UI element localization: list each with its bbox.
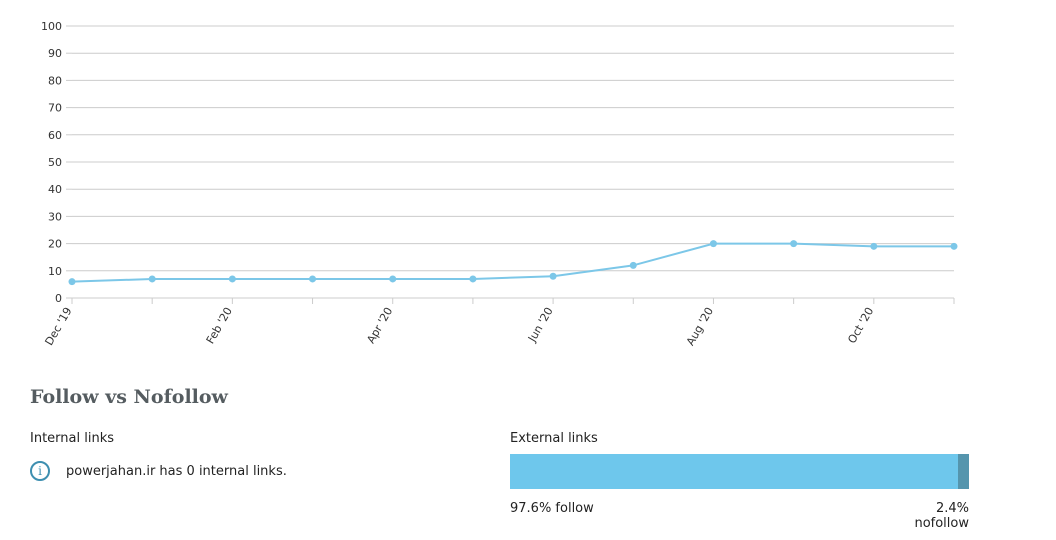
follow-bar-segment: [510, 454, 958, 489]
internal-links-message: powerjahan.ir has 0 internal links.: [66, 463, 287, 479]
data-point: [950, 242, 958, 250]
data-point: [389, 275, 397, 283]
section-title: Follow vs Nofollow: [30, 386, 228, 408]
x-tick-label: Apr '20: [364, 305, 395, 346]
internal-links-label: Internal links: [30, 431, 114, 446]
x-tick-label: Jun '20: [525, 305, 556, 345]
data-point: [228, 275, 236, 283]
x-tick-label: Dec '19: [42, 305, 74, 348]
data-point: [549, 272, 557, 280]
series-line: [71, 242, 954, 283]
y-tick-label: 80: [48, 74, 62, 87]
y-tick-label: 10: [48, 265, 62, 278]
external-links-label: External links: [510, 431, 598, 446]
y-tick-label: 20: [48, 238, 62, 251]
y-tick-label: 90: [48, 47, 62, 60]
data-point: [870, 242, 878, 250]
y-tick-label: 50: [48, 156, 62, 169]
y-tick-label: 60: [48, 129, 62, 142]
y-tick-label: 0: [55, 292, 62, 305]
nofollow-percentage: 2.4% nofollow: [914, 501, 969, 531]
y-tick-label: 30: [48, 210, 62, 223]
x-tick-label: Oct '20: [845, 305, 876, 346]
y-tick-label: 70: [48, 102, 62, 115]
internal-links-info: i powerjahan.ir has 0 internal links.: [30, 459, 287, 483]
data-point: [309, 275, 317, 283]
data-point: [148, 275, 156, 283]
x-tick-label: Aug '20: [684, 305, 716, 348]
x-tick-label: Feb '20: [204, 305, 235, 346]
info-icon: i: [30, 461, 50, 481]
data-point: [469, 275, 477, 283]
follow-percentage: 97.6% follow: [510, 501, 594, 516]
data-point: [790, 240, 798, 248]
y-tick-label: 40: [48, 183, 62, 196]
external-links-bar: [510, 454, 969, 489]
data-point: [629, 261, 637, 269]
y-tick-label: 100: [41, 20, 62, 33]
data-point: [709, 240, 717, 248]
data-point: [68, 278, 76, 286]
line-chart-svg: 0 10 20 30 40 50 60 70 80 90 100 Dec '19 Feb '20 Apr …: [41, 20, 958, 348]
backlinks-line-chart: 0 10 20 30 40 50 60 70 80 90 100 Dec '19 Feb '20 Apr …: [41, 20, 958, 348]
